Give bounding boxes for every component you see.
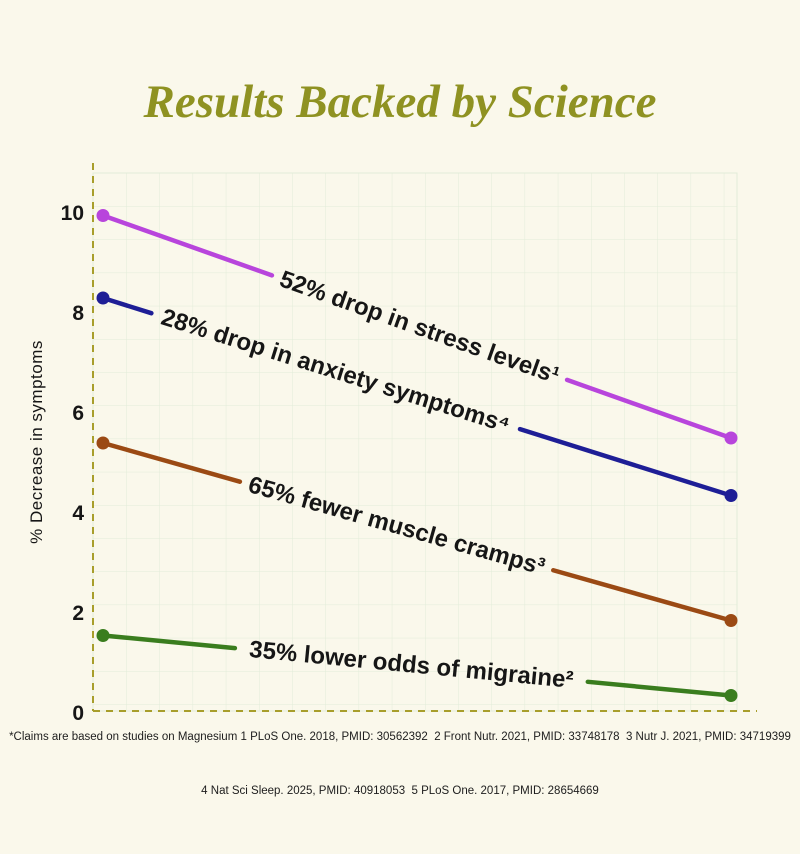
- plot-grid: [92, 172, 738, 712]
- y-tick-label: 8: [72, 302, 84, 325]
- y-axis-label: % Decrease in symptoms: [27, 340, 46, 544]
- y-tick-label: 10: [61, 202, 84, 225]
- page-title: Results Backed by Science: [143, 76, 657, 129]
- series-line-stress: [100, 213, 275, 278]
- series-line-migraine: [100, 633, 238, 651]
- series-line-muscle-cramps: [551, 568, 734, 623]
- series-line-anxiety: [100, 295, 154, 316]
- data-point-muscle-cramps: [96, 436, 110, 450]
- data-point-anxiety: [96, 291, 110, 305]
- y-axis-ticks: 0 2 4 6 8 10: [61, 202, 85, 725]
- footnote-line-1: *Claims are based on studies on Magnesiu…: [9, 731, 791, 744]
- data-point-stress: [724, 431, 738, 445]
- y-tick-label: 2: [72, 602, 84, 625]
- data-point-migraine: [724, 689, 738, 702]
- y-tick-label: 0: [72, 702, 84, 725]
- series-line-stress: [564, 377, 734, 441]
- data-point-anxiety: [724, 489, 738, 502]
- data-point-stress: [96, 209, 110, 222]
- y-tick-label: 6: [72, 402, 84, 425]
- data-point-migraine: [96, 629, 110, 642]
- footnote: *Claims are based on studies on Magnesiu…: [0, 694, 800, 837]
- series-line-migraine: [585, 679, 734, 698]
- series-line-anxiety: [517, 426, 734, 498]
- series-line-muscle-cramps: [100, 440, 243, 484]
- footnote-line-2: 4 Nat Sci Sleep. 2025, PMID: 40918053 5 …: [201, 784, 599, 797]
- y-tick-label: 4: [72, 502, 84, 525]
- data-point-muscle-cramps: [724, 614, 738, 627]
